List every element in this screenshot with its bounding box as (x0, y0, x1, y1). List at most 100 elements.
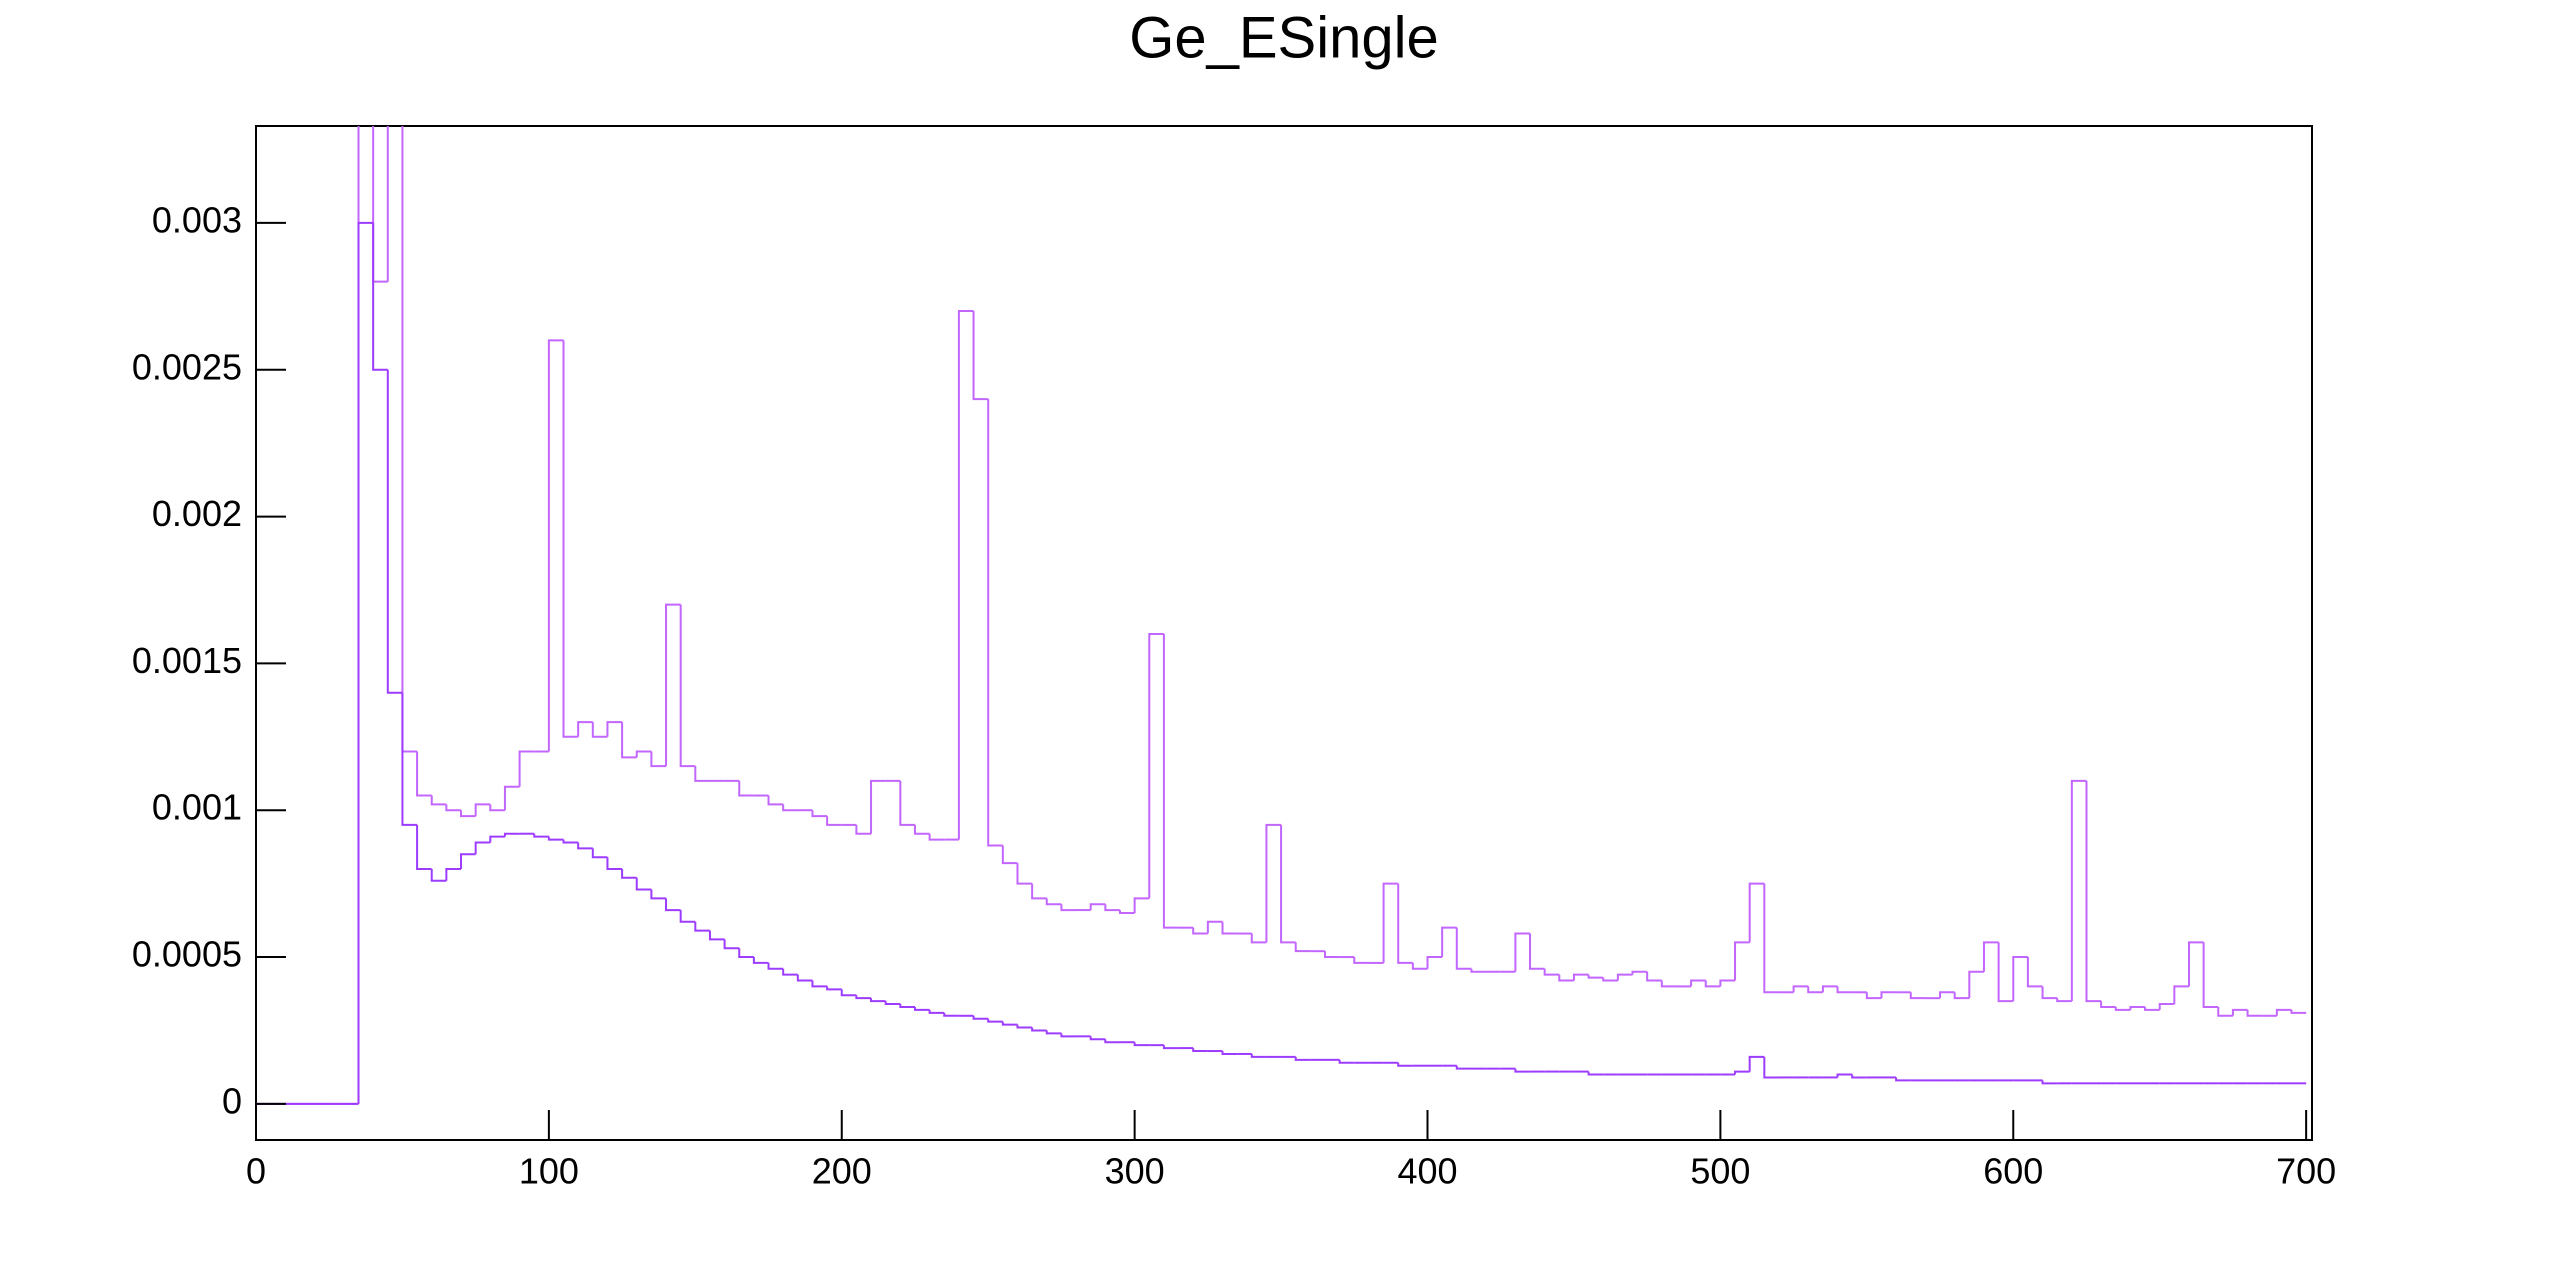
histogram-bin (1455, 1065, 1472, 1070)
histogram-bin (533, 833, 549, 838)
histogram-bin (1587, 974, 1604, 979)
histogram-bin (796, 974, 813, 982)
histogram-bin (1836, 986, 1853, 994)
histogram-bin (591, 848, 608, 859)
histogram-bin (1572, 973, 1589, 981)
histogram-bin (957, 310, 974, 840)
histogram-bin (621, 722, 637, 759)
histograms (256, 126, 2307, 1105)
histogram-bin (708, 930, 725, 941)
histogram-bin (1792, 985, 1809, 993)
histogram-bin (694, 766, 710, 782)
histogram-bin (547, 339, 564, 752)
histogram-bin (1851, 1074, 1867, 1079)
histogram-bin (1250, 933, 1267, 944)
histogram-bin (943, 1012, 959, 1017)
histogram-bin (2129, 1005, 2146, 1010)
histogram-bin (2041, 986, 2058, 1000)
histogram-bin (1104, 1039, 1120, 1044)
histogram-bin (694, 921, 710, 932)
x-tick-label: 300 (1105, 1151, 1165, 1192)
histogram-bin (562, 340, 579, 738)
histogram-bin (840, 989, 857, 997)
histogram-bin (518, 750, 535, 787)
histogram-bin (1221, 1051, 1238, 1055)
histogram-bin (1206, 920, 1223, 934)
histogram-bin (621, 868, 637, 879)
histogram-bin (1294, 942, 1311, 953)
y-tick-label: 0.0015 (132, 640, 242, 681)
histogram-bin (1250, 1053, 1267, 1058)
histogram-bin (2085, 780, 2102, 1003)
histogram-bin (1587, 1071, 1604, 1076)
y-tick-label: 0.003 (152, 199, 242, 240)
histogram-bin (1865, 992, 1882, 1000)
histogram-bin (2187, 941, 2204, 987)
histogram-bin (386, 369, 403, 694)
histogram-bin (489, 835, 505, 843)
histogram-bin (1382, 882, 1399, 963)
histogram-bin (1719, 979, 1736, 987)
histogram-bin (972, 311, 989, 401)
histogram-bin (1031, 1027, 1047, 1032)
histogram-bin (972, 1015, 989, 1020)
histogram-bin (782, 804, 798, 812)
histogram-bin (2041, 1080, 2058, 1085)
histogram-bin (2173, 985, 2189, 1005)
histogram-bin (679, 604, 696, 768)
histogram-bin (650, 889, 667, 900)
histogram-bin (723, 939, 740, 950)
histogram-bin (899, 1004, 915, 1008)
histogram-bin (1060, 1033, 1077, 1038)
histogram-bin (1397, 1062, 1413, 1067)
histogram-bin (855, 824, 872, 835)
histogram-bin (577, 721, 593, 737)
histogram-bin (1602, 977, 1618, 982)
histogram-bin (1045, 1030, 1062, 1035)
histogram-bin (1192, 1048, 1208, 1053)
histogram-bin (1660, 980, 1677, 988)
histogram-bin (1001, 1021, 1018, 1026)
histogram-bin (445, 804, 462, 812)
histogram-bin (928, 833, 945, 841)
histogram-bin (738, 948, 754, 959)
histogram-bin (1982, 941, 1999, 972)
histogram-bin (1031, 883, 1047, 900)
histogram-bin (811, 980, 828, 988)
histogram-bin (401, 126, 418, 753)
histogram-bin (1001, 845, 1018, 865)
histogram-bin (445, 867, 462, 881)
histogram-bin (665, 603, 681, 767)
histogram-bin (1529, 933, 1545, 970)
histogram-bin (474, 803, 491, 817)
histogram-bin (1690, 979, 1706, 987)
histogram-bin (547, 836, 564, 841)
histogram-bin (430, 868, 447, 882)
histogram-bin (1821, 985, 1838, 993)
y-tick-label: 0.0025 (132, 346, 242, 387)
histogram-bin (460, 810, 476, 818)
histogram-bin (2217, 1006, 2233, 1017)
histogram-bin (606, 721, 623, 737)
histogram-bin (1968, 970, 1984, 999)
histogram-bin (1265, 823, 1282, 943)
histogram-bin (1045, 898, 1062, 906)
histogram-bin (635, 877, 652, 891)
histogram-bin (1221, 921, 1238, 935)
histogram-bin (1338, 1059, 1355, 1064)
histogram-bin (2026, 957, 2043, 988)
histogram-bin (665, 898, 681, 912)
histogram-bin (591, 722, 608, 738)
histogram-bin (1324, 951, 1340, 959)
histogram-bin (577, 842, 593, 850)
histogram-bin (1294, 1056, 1311, 1061)
y-tick-label: 0.002 (152, 493, 242, 534)
histogram-bin (1192, 927, 1208, 935)
histogram-bin (1089, 903, 1106, 911)
histogram-bin (987, 399, 1003, 847)
x-tick-label: 400 (1397, 1151, 1457, 1192)
histogram-bin (870, 998, 886, 1003)
histogram-bin (2070, 779, 2087, 1002)
histogram-bin (1997, 942, 2014, 1003)
histogram-bin (855, 995, 872, 1000)
